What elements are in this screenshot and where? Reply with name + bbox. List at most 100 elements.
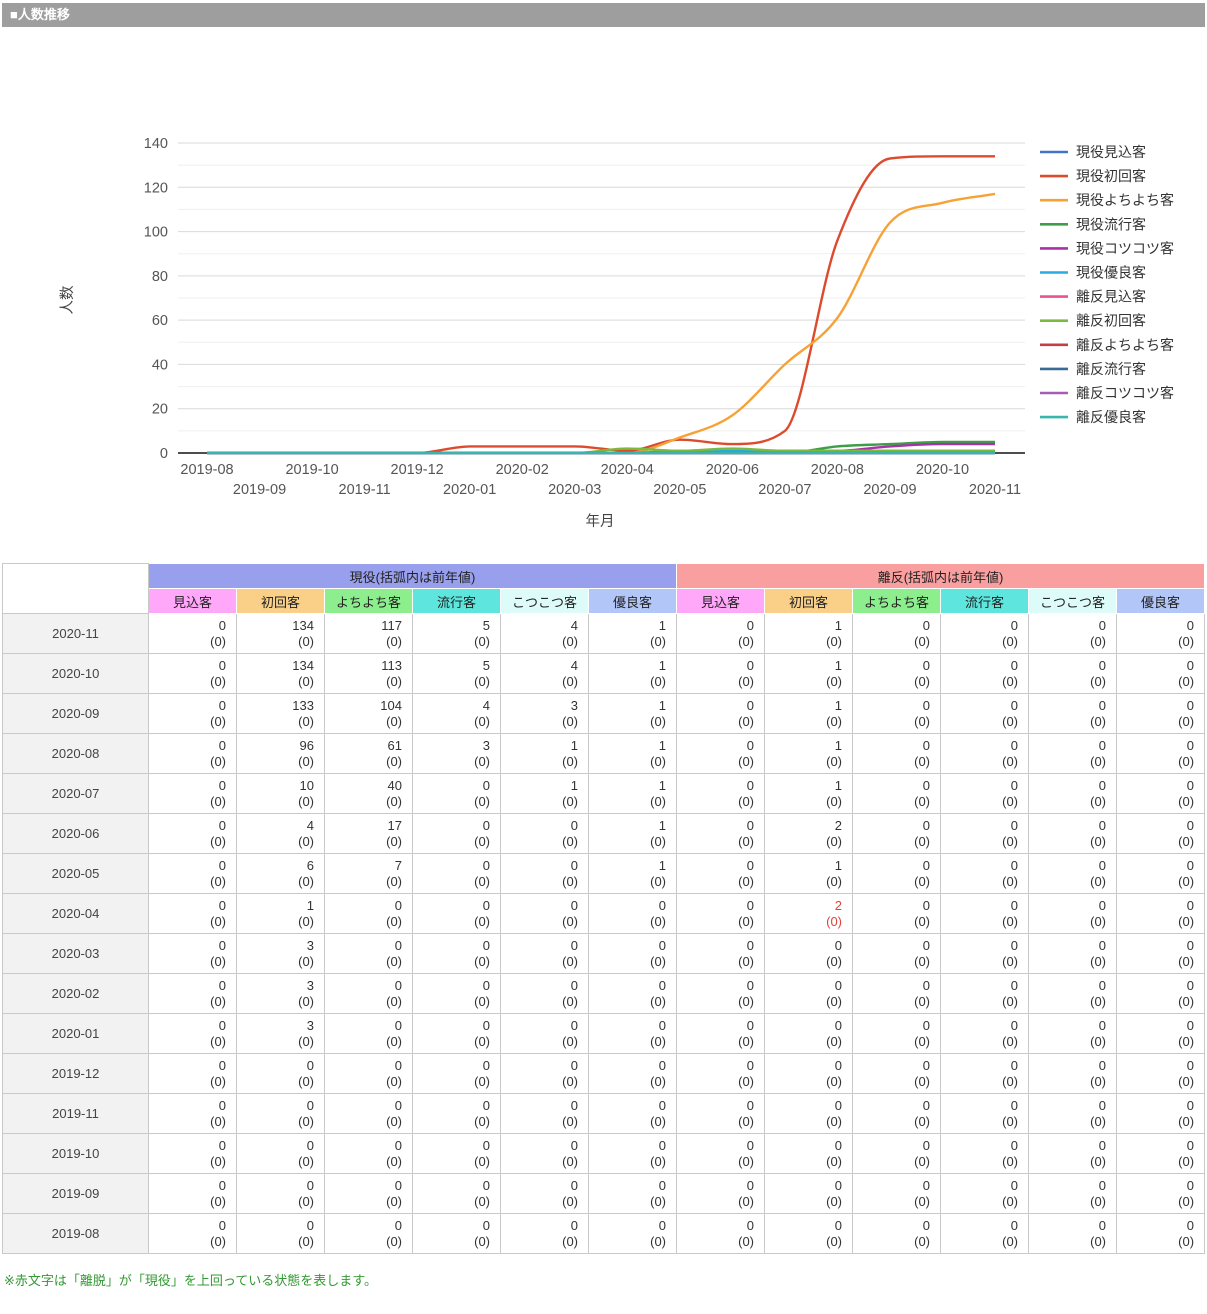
table-cell: 0 (0) [148,973,237,1014]
table-cell: 0 (0) [1028,1213,1118,1254]
cell-value: 0 [394,1097,402,1113]
cell-value: 0 [1098,1017,1107,1033]
x-tick-label: 2019-10 [285,462,338,478]
legend-label-geneki-kotsukotsu: 現役コツコツ客 [1076,240,1174,256]
cell-prev-value: (0) [474,753,490,769]
table-cell: 0 (0) [412,1133,501,1174]
cell-value: 0 [1098,897,1107,913]
cell-value: 0 [746,697,755,713]
cell-prev-value: (0) [210,913,226,929]
cell-prev-value: (0) [650,1033,667,1049]
cell-value: 0 [746,897,755,913]
row-date-cell: 2019-10 [2,1133,149,1174]
cell-prev-value: (0) [1090,1113,1107,1129]
cell-prev-value: (0) [298,753,314,769]
cell-value: 0 [1186,897,1195,913]
cell-value: 0 [482,777,490,793]
table-cell: 1 (0) [764,853,854,894]
cell-value: 1 [658,817,667,833]
cell-prev-value: (0) [914,873,931,889]
cell-value: 0 [218,937,226,953]
table-cell: 4 (0) [236,813,325,854]
cell-value: 0 [306,1217,314,1233]
table-cell: 0 (0) [236,1133,325,1174]
cell-prev-value: (0) [826,993,843,1009]
table-col-header-rihan-2: よちよち客 [852,588,942,614]
cell-prev-value: (0) [738,713,755,729]
cell-value: 104 [380,697,402,713]
cell-prev-value: (0) [826,1153,843,1169]
legend-label-geneki-mikomi: 現役見込客 [1076,144,1146,160]
cell-prev-value: (0) [826,953,843,969]
cell-value: 0 [1186,1057,1195,1073]
cell-value: 2 [834,817,843,833]
table-cell: 0 (0) [587,1093,678,1134]
cell-value: 0 [1098,817,1107,833]
cell-value: 1 [834,657,843,673]
cell-value: 0 [570,1097,578,1113]
cell-prev-value: (0) [474,1073,490,1089]
cell-prev-value: (0) [914,673,931,689]
cell-value: 0 [922,1017,931,1033]
table-row: 2020-03 0 (0) 3 (0) 0 (0) 0 (0) 0 (0) 0 (0) 0 (0) 0 (0) 0… [2,933,1206,974]
table-cell: 0 (0) [940,613,1030,654]
cell-value: 0 [394,1017,402,1033]
table-cell: 0 (0) [764,933,854,974]
table-cell: 0 (0) [587,1133,678,1174]
table-cell: 61 (0) [324,733,413,774]
cell-value: 0 [482,857,490,873]
section-title: ■人数推移 [10,7,70,22]
table-row: 2019-10 0 (0) 0 (0) 0 (0) 0 (0) 0 (0) 0 (0) 0 (0) 0 (0) 0… [2,1133,1206,1174]
table-cell: 0 (0) [940,1013,1030,1054]
cell-value: 0 [482,817,490,833]
cell-prev-value: (0) [562,1073,578,1089]
table-cell: 0 (0) [148,1133,237,1174]
cell-prev-value: (0) [1002,713,1019,729]
section-title-bar: ■人数推移 [2,3,1205,27]
row-date-cell: 2020-01 [2,1013,149,1054]
cell-value: 0 [482,897,490,913]
cell-value: 0 [1010,737,1019,753]
cell-prev-value: (0) [914,833,931,849]
cell-value: 0 [570,977,578,993]
cell-prev-value: (0) [1178,713,1195,729]
table-row: 2020-11 0 (0) 134 (0) 117 (0) 5 (0) 4 (0) 1 (0) 0 (0) 1… [2,613,1206,654]
cell-value: 0 [570,937,578,953]
table-cell: 4 (0) [500,653,589,694]
table-cell: 0 (0) [1116,1133,1206,1174]
y-tick-label: 40 [152,357,168,373]
cell-value: 0 [922,937,931,953]
table-cell: 1 (0) [587,653,678,694]
y-axis-title: 人数 [59,285,76,314]
table-row: 2020-02 0 (0) 3 (0) 0 (0) 0 (0) 0 (0) 0 (0) 0 (0) 0 (0) 0… [2,973,1206,1014]
table-cell: 3 (0) [236,1013,325,1054]
cell-prev-value: (0) [738,633,755,649]
table-cell: 0 (0) [1116,1173,1206,1214]
cell-prev-value: (0) [738,753,755,769]
cell-value: 0 [658,1097,667,1113]
y-tick-label: 0 [160,446,168,462]
table-cell: 0 (0) [676,773,766,814]
table-cell: 0 (0) [1116,733,1206,774]
cell-value: 0 [1098,1057,1107,1073]
table-cell: 0 (0) [852,1093,942,1134]
cell-value: 0 [746,1217,755,1233]
y-tick-label: 100 [144,225,168,241]
cell-prev-value: (0) [826,873,843,889]
cell-value: 0 [306,1057,314,1073]
cell-prev-value: (0) [210,993,226,1009]
table-cell: 0 (0) [940,1213,1030,1254]
cell-prev-value: (0) [1002,633,1019,649]
cell-prev-value: (0) [914,913,931,929]
cell-prev-value: (0) [386,633,402,649]
cell-value: 0 [482,1217,490,1233]
table-cell: 0 (0) [940,693,1030,734]
cell-value: 0 [834,1017,843,1033]
cell-value: 0 [306,1097,314,1113]
cell-value: 0 [218,1137,226,1153]
table-cell: 134 (0) [236,613,325,654]
table-cell: 0 (0) [764,1173,854,1214]
cell-prev-value: (0) [650,1153,667,1169]
cell-value: 0 [1010,857,1019,873]
table-row: 2020-10 0 (0) 134 (0) 113 (0) 5 (0) 4 (0) 1 (0) 0 (0) 1… [2,653,1206,694]
